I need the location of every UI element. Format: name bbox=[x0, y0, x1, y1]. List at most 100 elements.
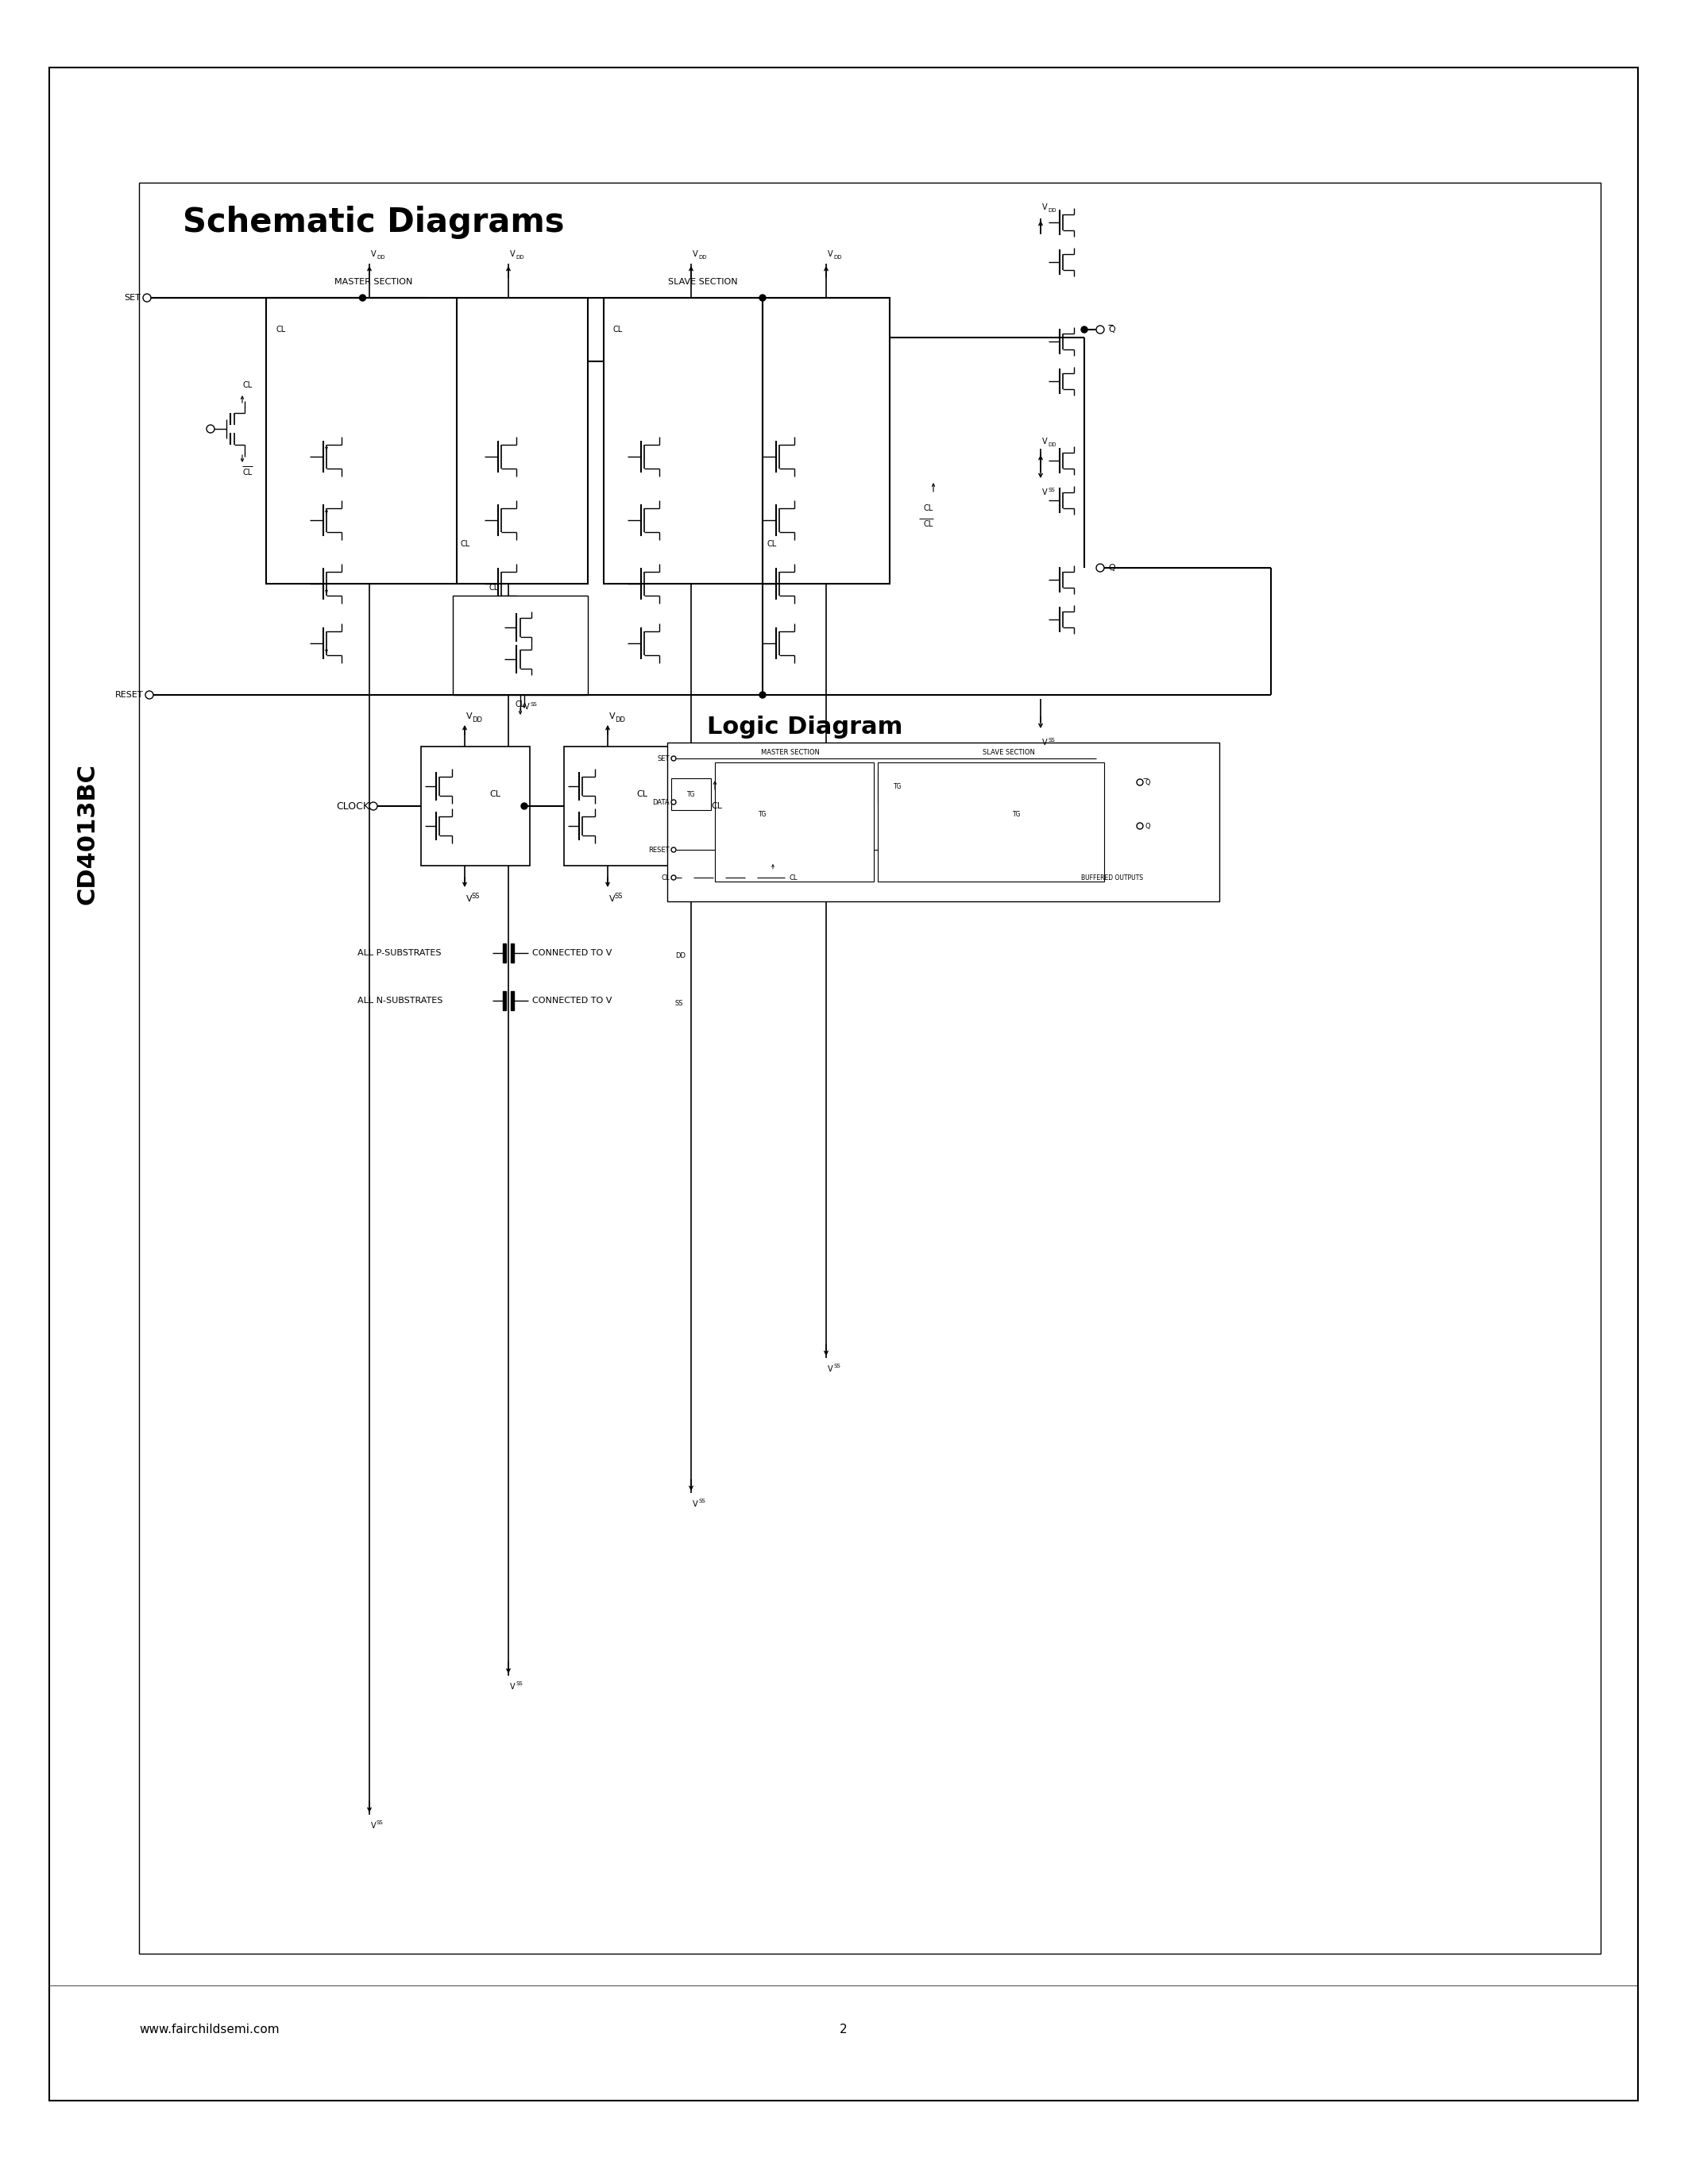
Text: TG: TG bbox=[687, 791, 695, 797]
Text: CL: CL bbox=[788, 874, 797, 880]
Circle shape bbox=[871, 812, 876, 817]
Text: Q: Q bbox=[1107, 563, 1116, 572]
Text: V: V bbox=[1041, 489, 1048, 496]
Text: CL: CL bbox=[515, 701, 525, 708]
Circle shape bbox=[143, 295, 150, 301]
Circle shape bbox=[370, 802, 378, 810]
Text: Q: Q bbox=[1146, 823, 1151, 830]
Bar bbox=[511, 992, 513, 1011]
Text: SS: SS bbox=[1048, 738, 1055, 743]
Text: CL: CL bbox=[613, 325, 623, 334]
Bar bbox=[564, 747, 672, 865]
Text: RESET: RESET bbox=[648, 845, 670, 854]
Text: Logic Diagram: Logic Diagram bbox=[707, 714, 903, 738]
Text: DD: DD bbox=[699, 256, 707, 260]
Text: SS: SS bbox=[376, 1819, 383, 1826]
Text: DD: DD bbox=[1048, 207, 1057, 212]
Circle shape bbox=[830, 793, 836, 797]
Text: V: V bbox=[692, 1500, 697, 1509]
Text: DD: DD bbox=[834, 256, 842, 260]
Text: CL: CL bbox=[490, 791, 500, 797]
Circle shape bbox=[1096, 325, 1104, 334]
Text: DATA: DATA bbox=[653, 799, 670, 806]
Text: CL: CL bbox=[488, 583, 498, 592]
Text: CL: CL bbox=[636, 791, 648, 797]
Text: V: V bbox=[466, 712, 473, 721]
Text: CL: CL bbox=[662, 874, 670, 880]
Text: RESET: RESET bbox=[115, 690, 143, 699]
Circle shape bbox=[1136, 823, 1143, 830]
Bar bbox=[420, 747, 530, 865]
Text: V: V bbox=[1041, 738, 1048, 747]
Text: CL: CL bbox=[243, 470, 252, 476]
Bar bbox=[878, 762, 1104, 882]
Text: V: V bbox=[609, 712, 616, 721]
Text: 2: 2 bbox=[841, 2022, 847, 2035]
Text: SS: SS bbox=[834, 1363, 841, 1369]
Text: CL: CL bbox=[766, 539, 776, 548]
Text: V: V bbox=[1041, 437, 1048, 446]
Text: V: V bbox=[525, 703, 530, 710]
Circle shape bbox=[1096, 563, 1104, 572]
Bar bbox=[672, 778, 711, 810]
Text: CL: CL bbox=[711, 802, 722, 810]
Bar bbox=[503, 992, 506, 1011]
Text: V: V bbox=[371, 1821, 376, 1830]
Text: CONNECTED TO V: CONNECTED TO V bbox=[532, 950, 613, 957]
Bar bbox=[998, 797, 1036, 830]
Text: ALL N-SUBSTRATES: ALL N-SUBSTRATES bbox=[358, 996, 442, 1005]
Text: CONNECTED TO V: CONNECTED TO V bbox=[532, 996, 613, 1005]
Text: V: V bbox=[609, 895, 616, 902]
FancyBboxPatch shape bbox=[842, 806, 864, 821]
Bar bbox=[511, 943, 513, 963]
Text: CL: CL bbox=[275, 325, 285, 334]
Text: CL: CL bbox=[461, 539, 471, 548]
Circle shape bbox=[672, 876, 675, 880]
Text: DD: DD bbox=[473, 716, 483, 723]
Text: SET: SET bbox=[123, 295, 140, 301]
Circle shape bbox=[522, 804, 527, 810]
Text: SS: SS bbox=[699, 1498, 706, 1503]
Text: SS: SS bbox=[515, 1682, 523, 1686]
Text: V: V bbox=[371, 251, 376, 258]
Text: V: V bbox=[827, 251, 832, 258]
Text: TG: TG bbox=[893, 782, 901, 791]
Text: SLAVE SECTION: SLAVE SECTION bbox=[668, 277, 738, 286]
Bar bbox=[604, 297, 890, 583]
Text: CL: CL bbox=[923, 505, 933, 513]
Bar bbox=[503, 943, 506, 963]
Bar bbox=[138, 183, 1600, 1955]
Text: CD4013BC: CD4013BC bbox=[76, 762, 100, 904]
Bar bbox=[667, 743, 1219, 902]
Circle shape bbox=[760, 692, 766, 699]
Text: DD: DD bbox=[675, 952, 685, 959]
Text: DD: DD bbox=[376, 256, 385, 260]
Bar bbox=[878, 771, 918, 802]
Text: CL: CL bbox=[923, 520, 933, 529]
Text: V: V bbox=[510, 1684, 515, 1690]
FancyBboxPatch shape bbox=[802, 786, 824, 802]
Text: BUFFERED OUTPUTS: BUFFERED OUTPUTS bbox=[1080, 874, 1143, 880]
Circle shape bbox=[1080, 325, 1087, 332]
Text: V: V bbox=[510, 251, 515, 258]
Circle shape bbox=[672, 847, 675, 852]
Circle shape bbox=[1136, 780, 1143, 786]
Text: SS: SS bbox=[530, 701, 537, 708]
Text: CLOCK: CLOCK bbox=[336, 802, 370, 810]
Text: SS: SS bbox=[614, 893, 623, 900]
Bar bbox=[716, 762, 874, 882]
Text: SS: SS bbox=[1048, 487, 1055, 491]
Text: MASTER SECTION: MASTER SECTION bbox=[334, 277, 412, 286]
Bar bbox=[452, 596, 587, 695]
Bar bbox=[267, 297, 587, 583]
Circle shape bbox=[672, 756, 675, 760]
Text: DD: DD bbox=[614, 716, 625, 723]
Text: TG: TG bbox=[1013, 810, 1021, 817]
Text: V: V bbox=[466, 895, 473, 902]
Text: SET: SET bbox=[657, 756, 670, 762]
Text: SS: SS bbox=[675, 1000, 684, 1007]
Circle shape bbox=[360, 295, 366, 301]
Text: DD: DD bbox=[515, 256, 523, 260]
Text: CL: CL bbox=[243, 382, 252, 389]
Circle shape bbox=[760, 295, 766, 301]
